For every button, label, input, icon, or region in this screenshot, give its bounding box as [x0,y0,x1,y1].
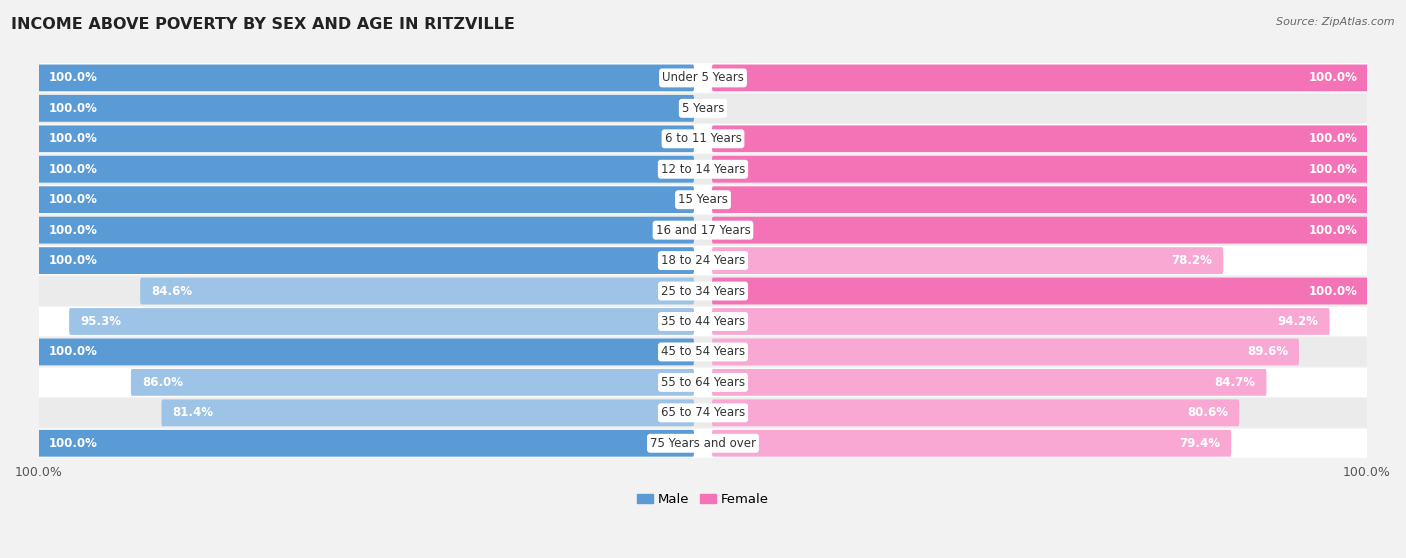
Text: 55 to 64 Years: 55 to 64 Years [661,376,745,389]
Text: 79.4%: 79.4% [1180,437,1220,450]
Text: 35 to 44 Years: 35 to 44 Years [661,315,745,328]
Text: 45 to 54 Years: 45 to 54 Years [661,345,745,358]
Legend: Male, Female: Male, Female [631,488,775,511]
Text: 12 to 14 Years: 12 to 14 Years [661,163,745,176]
FancyBboxPatch shape [131,369,695,396]
Text: 16 and 17 Years: 16 and 17 Years [655,224,751,237]
FancyBboxPatch shape [38,156,695,182]
Text: 86.0%: 86.0% [142,376,183,389]
Text: 78.2%: 78.2% [1171,254,1212,267]
FancyBboxPatch shape [38,65,695,92]
Text: INCOME ABOVE POVERTY BY SEX AND AGE IN RITZVILLE: INCOME ABOVE POVERTY BY SEX AND AGE IN R… [11,17,515,32]
FancyBboxPatch shape [711,430,1232,456]
Text: 80.6%: 80.6% [1187,406,1229,419]
FancyBboxPatch shape [711,217,1368,243]
FancyBboxPatch shape [39,276,1367,306]
FancyBboxPatch shape [39,155,1367,184]
FancyBboxPatch shape [38,186,695,213]
FancyBboxPatch shape [39,429,1367,458]
FancyBboxPatch shape [711,339,1299,365]
FancyBboxPatch shape [711,308,1330,335]
FancyBboxPatch shape [162,400,695,426]
Text: 100.0%: 100.0% [1308,285,1357,297]
Text: 100.0%: 100.0% [49,437,98,450]
FancyBboxPatch shape [38,126,695,152]
Text: 100.0%: 100.0% [1308,224,1357,237]
FancyBboxPatch shape [711,278,1368,305]
Text: 100.0%: 100.0% [1308,132,1357,145]
Text: 18 to 24 Years: 18 to 24 Years [661,254,745,267]
Text: 100.0%: 100.0% [1308,193,1357,206]
Text: 100.0%: 100.0% [49,224,98,237]
FancyBboxPatch shape [69,308,695,335]
FancyBboxPatch shape [711,247,1223,274]
FancyBboxPatch shape [38,247,695,274]
FancyBboxPatch shape [38,339,695,365]
Text: 75 Years and over: 75 Years and over [650,437,756,450]
Text: 89.6%: 89.6% [1247,345,1288,358]
FancyBboxPatch shape [39,215,1367,245]
FancyBboxPatch shape [39,185,1367,214]
Text: 65 to 74 Years: 65 to 74 Years [661,406,745,419]
Text: 84.7%: 84.7% [1215,376,1256,389]
Text: 94.2%: 94.2% [1278,315,1319,328]
FancyBboxPatch shape [39,124,1367,153]
Text: 100.0%: 100.0% [49,102,98,115]
Text: 100.0%: 100.0% [1308,71,1357,84]
FancyBboxPatch shape [141,278,695,305]
Text: 100.0%: 100.0% [49,163,98,176]
Text: 81.4%: 81.4% [173,406,214,419]
FancyBboxPatch shape [711,369,1267,396]
Text: 100.0%: 100.0% [49,71,98,84]
FancyBboxPatch shape [39,63,1367,93]
Text: Under 5 Years: Under 5 Years [662,71,744,84]
FancyBboxPatch shape [39,246,1367,275]
Text: 95.3%: 95.3% [80,315,121,328]
Text: 100.0%: 100.0% [49,132,98,145]
FancyBboxPatch shape [39,338,1367,367]
FancyBboxPatch shape [38,95,695,122]
Text: Source: ZipAtlas.com: Source: ZipAtlas.com [1277,17,1395,27]
FancyBboxPatch shape [39,94,1367,123]
Text: 25 to 34 Years: 25 to 34 Years [661,285,745,297]
Text: 100.0%: 100.0% [49,254,98,267]
FancyBboxPatch shape [39,307,1367,336]
FancyBboxPatch shape [711,156,1368,182]
FancyBboxPatch shape [711,126,1368,152]
FancyBboxPatch shape [39,368,1367,397]
Text: 100.0%: 100.0% [49,193,98,206]
FancyBboxPatch shape [711,65,1368,92]
Text: 100.0%: 100.0% [1308,163,1357,176]
Text: 6 to 11 Years: 6 to 11 Years [665,132,741,145]
FancyBboxPatch shape [711,186,1368,213]
Text: 100.0%: 100.0% [49,345,98,358]
FancyBboxPatch shape [38,430,695,456]
Text: 5 Years: 5 Years [682,102,724,115]
Text: 15 Years: 15 Years [678,193,728,206]
FancyBboxPatch shape [38,217,695,243]
FancyBboxPatch shape [39,398,1367,427]
Text: 84.6%: 84.6% [152,285,193,297]
FancyBboxPatch shape [711,400,1239,426]
